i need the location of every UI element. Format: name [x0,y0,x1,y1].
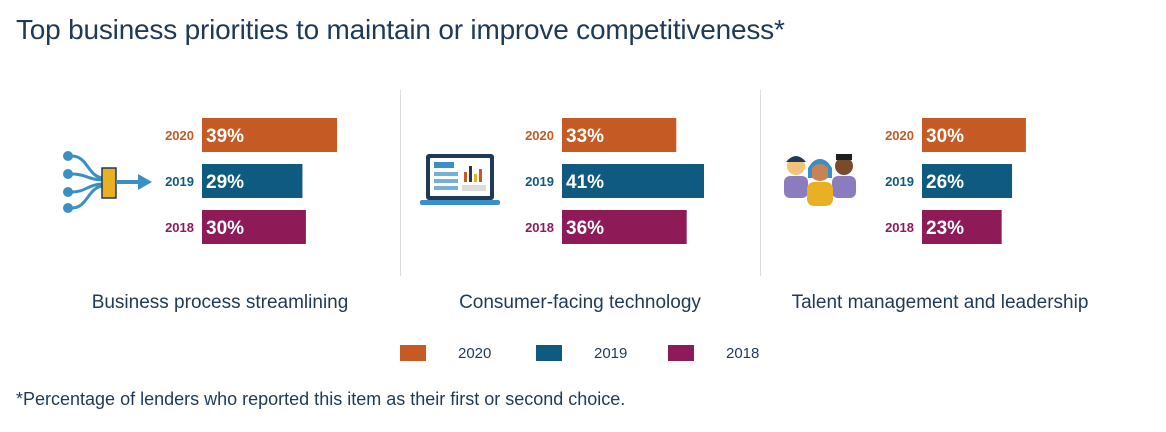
legend-swatch [400,345,426,361]
legend-label: 2018 [726,344,760,362]
bar-2020 [202,118,338,152]
value-label-2020: 30% [926,126,964,147]
year-label-2020: 2020 [165,128,194,143]
year-label-2018: 2018 [885,220,914,235]
value-label-2020: 33% [566,126,604,147]
bar-2019 [202,164,303,198]
panel-caption: Talent management and leadership [791,292,1089,313]
year-label-2020: 2020 [885,128,914,143]
legend-item-2018: 2018 [668,343,759,363]
bars-panel-2: 2020 33% 2019 41% 2018 36% [400,90,760,270]
year-label-2020: 2020 [525,128,554,143]
legend-swatch [536,345,562,361]
bar-2018 [202,210,306,244]
bar-2019 [562,164,704,198]
year-label-2019: 2019 [525,174,554,189]
panel-divider [400,90,401,276]
value-label-2020: 39% [206,126,244,147]
bar-2019 [922,164,1013,198]
bar-2020 [922,118,1026,152]
bars-panel-1: 2020 39% 2019 29% 2018 30% [40,90,400,270]
year-label-2018: 2018 [525,220,554,235]
year-label-2019: 2019 [885,174,914,189]
panel-divider [760,90,761,276]
bar-chart-svg: 2020 30% 2019 26% 2018 23% [885,118,1026,244]
value-label-2018: 30% [206,218,244,239]
bar-2018 [562,210,687,244]
legend-swatch [668,345,694,361]
value-label-2018: 36% [566,218,604,239]
footnote: *Percentage of lenders who reported this… [16,389,626,409]
panel-caption: Business process streamlining [91,292,349,313]
value-label-2018: 23% [926,218,964,239]
people-group-icon [784,154,856,206]
legend-item-2019: 2019 [536,343,627,363]
legend-item-2020: 2020 [400,343,491,363]
legend-label: 2020 [458,344,492,362]
legend-label: 2019 [594,344,628,362]
legend: 2020 2019 2018 [0,343,1166,363]
bars-panel-3: 2020 30% 2019 26% 2018 23% [760,90,1120,270]
bar-2020 [562,118,677,152]
value-label-2019: 41% [566,172,604,193]
panel-talent: 2020 30% 2019 26% 2018 23% Talent management … [760,90,1120,330]
value-label-2019: 29% [206,172,244,193]
chart-title: Top business priorities to maintain or i… [16,14,785,45]
panel-business-process: 2020 39% 2019 29% 2018 30% Business process s… [40,90,400,330]
panel-caption: Consumer-facing technology [459,292,701,313]
year-label-2019: 2019 [165,174,194,189]
year-label-2018: 2018 [165,220,194,235]
bar-2018 [922,210,1002,244]
process-flow-icon [63,151,152,213]
value-label-2019: 26% [926,172,964,193]
panel-consumer-tech: 2020 33% 2019 41% 2018 36% Consumer-facing te… [400,90,760,330]
laptop-dashboard-icon [420,154,500,205]
bar-chart-svg: 2020 39% 2019 29% 2018 30% [165,118,338,244]
bar-chart-svg: 2020 33% 2019 41% 2018 36% [525,118,704,244]
